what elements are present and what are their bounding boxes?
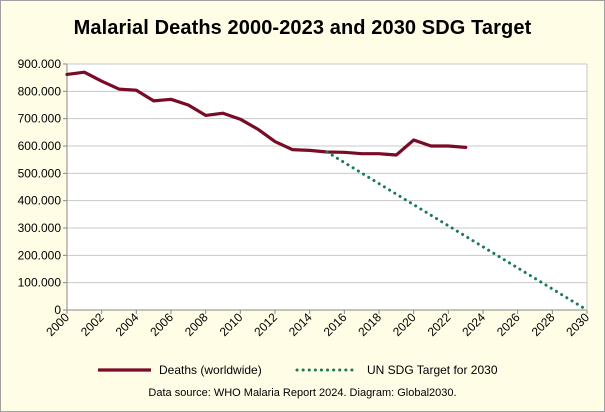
data-point-deaths xyxy=(221,112,224,115)
data-point-deaths xyxy=(273,140,276,143)
y-tick-label: 500.000 xyxy=(18,166,62,180)
y-tick-label: 100.000 xyxy=(18,276,62,290)
data-point-deaths xyxy=(100,80,103,83)
x-tick-label: 2024 xyxy=(459,310,488,339)
data-point-deaths xyxy=(291,148,294,151)
y-tick-label: 400.000 xyxy=(18,194,62,208)
data-point-deaths xyxy=(412,138,415,141)
x-tick-label: 2012 xyxy=(251,310,280,339)
data-point-deaths xyxy=(65,73,68,76)
x-tick-label: 2018 xyxy=(355,310,384,339)
data-point-deaths xyxy=(169,98,172,101)
data-point-deaths xyxy=(447,144,450,147)
x-tick-label: 2030 xyxy=(563,310,592,339)
legend-label-deaths: Deaths (worldwide) xyxy=(159,363,262,377)
x-tick-label: 2014 xyxy=(286,310,315,339)
data-point-deaths xyxy=(83,71,86,74)
data-source-note: Data source: WHO Malaria Report 2024. Di… xyxy=(148,387,457,399)
chart-title: Malarial Deaths 2000-2023 and 2030 SDG T… xyxy=(73,17,532,39)
plot-area xyxy=(67,64,587,310)
data-point-deaths xyxy=(239,118,242,121)
x-tick-label: 2010 xyxy=(217,310,246,339)
data-point-deaths xyxy=(308,149,311,152)
series-line-deaths xyxy=(65,70,468,157)
x-tick-label: 2008 xyxy=(182,310,211,339)
data-point-deaths xyxy=(429,144,432,147)
x-tick-label: 2026 xyxy=(494,310,523,339)
data-point-deaths xyxy=(360,152,363,155)
data-point-sdg-target xyxy=(585,308,588,311)
data-point-deaths xyxy=(135,89,138,92)
y-tick-label: 600.000 xyxy=(18,139,62,153)
x-tick-label: 2022 xyxy=(425,310,454,339)
data-point-deaths xyxy=(464,146,467,149)
y-tick-label: 200.000 xyxy=(18,248,62,262)
data-point-deaths xyxy=(343,151,346,154)
x-tick-label: 2028 xyxy=(529,310,558,339)
y-tick-label: 300.000 xyxy=(18,221,62,235)
y-tick-label: 900.000 xyxy=(18,57,62,71)
x-tick-label: 2006 xyxy=(147,310,176,339)
x-tick-label: 2016 xyxy=(321,310,350,339)
data-point-deaths xyxy=(187,103,190,106)
series-line-sdg-target xyxy=(325,150,589,312)
legend-label-sdg-target: UN SDG Target for 2030 xyxy=(367,363,498,377)
data-point-deaths xyxy=(256,127,259,130)
y-tick-label: 700.000 xyxy=(18,112,62,126)
data-point-deaths xyxy=(377,152,380,155)
x-tick-label: 2000 xyxy=(43,310,72,339)
x-tick-label: 2020 xyxy=(390,310,419,339)
data-point-sdg-target xyxy=(325,150,328,153)
data-point-deaths xyxy=(204,114,207,117)
y-tick-label: 800.000 xyxy=(18,84,62,98)
x-tick-label: 2002 xyxy=(78,310,107,339)
data-point-deaths xyxy=(395,153,398,156)
data-point-deaths xyxy=(152,99,155,102)
data-point-deaths xyxy=(117,88,120,91)
y-tick-label: 0 xyxy=(54,303,61,317)
x-tick-label: 2004 xyxy=(113,310,142,339)
